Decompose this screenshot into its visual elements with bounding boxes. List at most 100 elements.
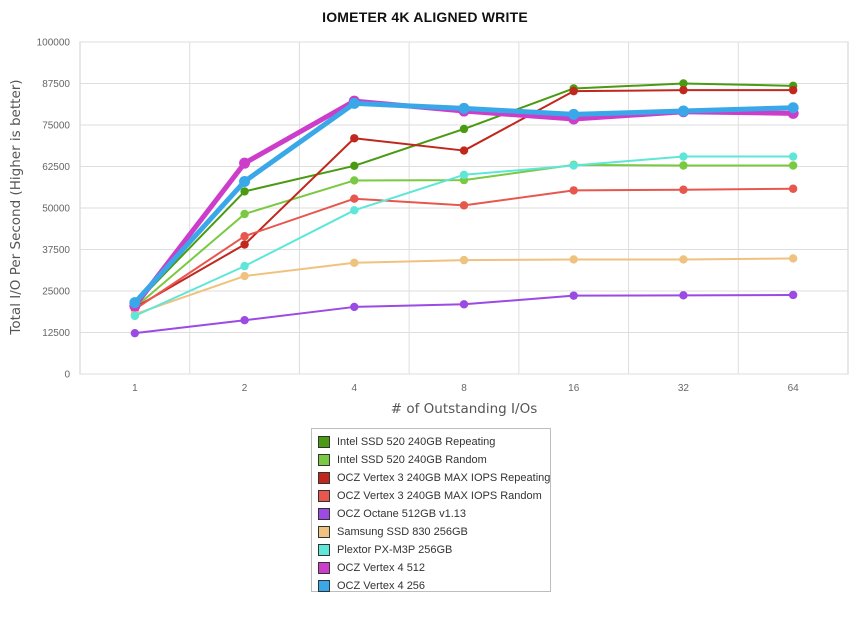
legend-swatch xyxy=(318,508,330,520)
legend-item: Intel SSD 520 240GB Repeating xyxy=(312,433,550,451)
data-point xyxy=(679,152,688,161)
legend-swatch xyxy=(318,526,330,538)
data-point xyxy=(569,255,578,264)
data-point xyxy=(788,161,798,170)
legend-swatch xyxy=(318,472,330,484)
data-point xyxy=(240,232,249,241)
data-point xyxy=(350,194,359,203)
x-tick-label: 2 xyxy=(242,383,248,394)
y-tick-label: 100000 xyxy=(37,38,71,49)
legend-item: Plextor PX-M3P 256GB xyxy=(312,541,550,559)
data-point xyxy=(130,311,140,321)
y-axis-title: Total I/O Per Second (Higher is better) xyxy=(8,79,24,335)
legend-label: Intel SSD 520 240GB Repeating xyxy=(337,436,496,448)
data-point xyxy=(240,271,249,281)
data-point xyxy=(350,134,359,143)
data-point xyxy=(459,255,469,265)
data-point xyxy=(788,184,798,193)
data-point xyxy=(679,185,688,194)
legend-swatch xyxy=(318,454,330,466)
legend-label: Samsung SSD 830 256GB xyxy=(337,526,468,538)
data-point xyxy=(788,152,798,161)
data-point xyxy=(240,316,249,325)
data-point xyxy=(679,79,688,88)
data-point xyxy=(787,102,799,114)
data-point xyxy=(679,255,688,264)
series-line xyxy=(133,163,795,309)
data-point xyxy=(350,176,359,185)
data-point xyxy=(569,161,578,170)
legend-swatch xyxy=(318,490,330,502)
data-point xyxy=(788,85,798,95)
series-5 xyxy=(130,254,798,319)
data-point xyxy=(239,175,251,187)
legend-label: OCZ Octane 512GB v1.13 xyxy=(337,508,467,520)
series-6 xyxy=(130,152,798,321)
x-tick-label: 16 xyxy=(568,383,580,394)
legend-item: OCZ Octane 512GB v1.13 xyxy=(312,505,550,523)
x-axis-title: # of Outstanding I/Os xyxy=(391,401,537,417)
legend-item: OCZ Vertex 3 240GB MAX IOPS Random xyxy=(312,487,550,505)
data-point xyxy=(459,170,469,179)
data-point xyxy=(239,157,251,169)
data-point xyxy=(679,85,688,95)
y-tick-label: 87500 xyxy=(42,79,70,90)
data-point xyxy=(679,161,688,170)
series-line xyxy=(133,89,795,309)
data-point xyxy=(130,328,140,338)
data-point xyxy=(459,124,469,134)
legend-label: OCZ Vertex 3 240GB MAX IOPS Repeating xyxy=(337,472,551,484)
data-point xyxy=(129,297,141,309)
data-point xyxy=(679,291,688,300)
legend-item: Intel SSD 520 240GB Random xyxy=(312,451,550,469)
y-tick-label: 12500 xyxy=(42,328,70,339)
data-point xyxy=(350,161,359,171)
data-point xyxy=(788,290,798,300)
legend-label: OCZ Vertex 4 256 xyxy=(337,580,426,592)
legend-swatch xyxy=(318,580,330,592)
y-tick-label: 37500 xyxy=(42,245,70,256)
legend-item: OCZ Vertex 4 256 xyxy=(312,577,550,595)
data-point xyxy=(240,261,249,271)
series-3 xyxy=(130,184,798,314)
data-point xyxy=(569,86,578,96)
data-point xyxy=(458,102,470,114)
legend-item: OCZ Vertex 4 512 xyxy=(312,559,550,577)
series-4 xyxy=(130,290,798,338)
data-point xyxy=(569,291,578,300)
data-point xyxy=(240,209,249,219)
y-tick-label: 25000 xyxy=(42,287,70,298)
data-point xyxy=(350,258,359,267)
series-layer xyxy=(129,79,799,338)
data-point xyxy=(568,108,580,120)
legend-item: OCZ Vertex 3 240GB MAX IOPS Repeating xyxy=(312,469,550,487)
data-point xyxy=(350,302,359,312)
data-point xyxy=(240,240,249,249)
legend-label: OCZ Vertex 3 240GB MAX IOPS Random xyxy=(337,490,542,502)
legend-label: OCZ Vertex 4 512 xyxy=(337,562,426,574)
x-tick-label: 8 xyxy=(461,383,467,394)
legend-item: Samsung SSD 830 256GB xyxy=(312,523,550,541)
axis-layer: 0 12500 25000 37500 50000 62500 75000 87500 1000… xyxy=(37,38,800,395)
data-point xyxy=(459,201,469,210)
series-8 xyxy=(129,97,799,309)
data-point xyxy=(459,146,469,155)
x-tick-label: 4 xyxy=(352,383,358,394)
legend-swatch xyxy=(318,544,330,556)
data-point xyxy=(240,187,249,196)
chart-legend: Intel SSD 520 240GB Repeating Intel SSD 5… xyxy=(311,428,551,592)
x-tick-label: 64 xyxy=(788,383,800,394)
x-tick-label: 1 xyxy=(132,383,138,394)
legend-label: Intel SSD 520 240GB Random xyxy=(337,454,487,466)
legend-swatch xyxy=(318,436,330,448)
x-tick-label: 32 xyxy=(678,383,690,394)
y-tick-label: 62500 xyxy=(42,162,70,173)
data-point xyxy=(677,105,689,117)
data-point xyxy=(569,186,578,195)
y-tick-label: 75000 xyxy=(42,121,70,132)
y-tick-label: 0 xyxy=(64,370,70,381)
legend-label: Plextor PX-M3P 256GB xyxy=(337,544,453,556)
chart-title: IOMETER 4K ALIGNED WRITE xyxy=(322,9,528,25)
y-tick-label: 50000 xyxy=(42,204,70,215)
